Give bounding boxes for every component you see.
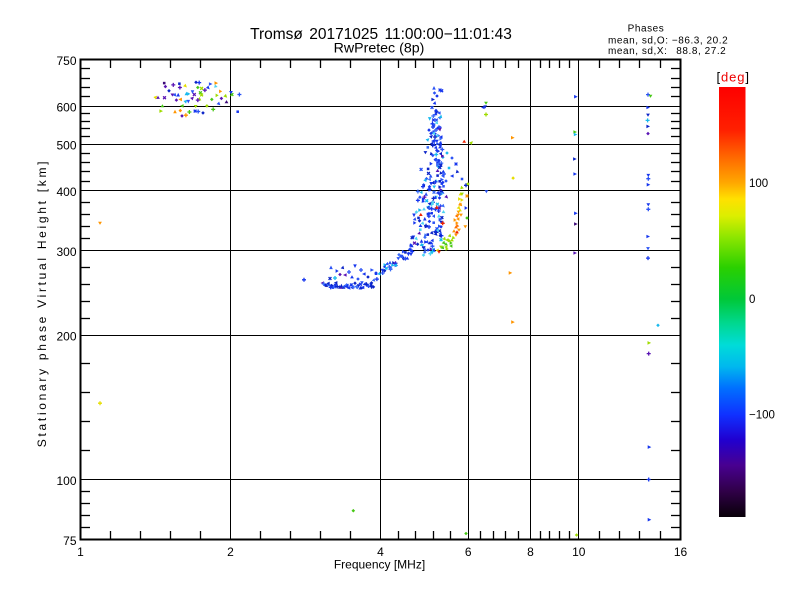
svg-text:400: 400 bbox=[56, 185, 76, 199]
svg-text:Tromsø 20171025 11:00:00−11:01: Tromsø 20171025 11:00:00−11:01:43 bbox=[250, 26, 512, 43]
svg-text:1: 1 bbox=[77, 545, 84, 559]
svg-text:0: 0 bbox=[749, 294, 755, 306]
svg-text:75: 75 bbox=[63, 534, 77, 548]
svg-text:100: 100 bbox=[56, 474, 76, 488]
svg-text:16: 16 bbox=[674, 545, 688, 559]
svg-text:200: 200 bbox=[56, 329, 76, 343]
svg-text:100: 100 bbox=[749, 178, 768, 190]
svg-text:10: 10 bbox=[572, 545, 586, 559]
svg-text:500: 500 bbox=[56, 138, 76, 152]
svg-text:8: 8 bbox=[527, 545, 534, 559]
svg-text:750: 750 bbox=[56, 54, 76, 68]
svg-text:6: 6 bbox=[465, 545, 472, 559]
svg-text:mean, sd,X: 88.8, 27.2: mean, sd,X: 88.8, 27.2 bbox=[608, 46, 726, 57]
svg-text:Frequency [MHz]: Frequency [MHz] bbox=[334, 557, 425, 571]
svg-text:Stationary phase Virtual Heigh: Stationary phase Virtual Height [km] bbox=[35, 159, 49, 447]
svg-text:mean, sd,O: −86.3, 20.2: mean, sd,O: −86.3, 20.2 bbox=[608, 35, 728, 46]
svg-text:[deg]: [deg] bbox=[717, 70, 750, 85]
svg-text:Phases: Phases bbox=[628, 24, 665, 35]
svg-text:2: 2 bbox=[227, 545, 234, 559]
svg-text:300: 300 bbox=[56, 245, 76, 259]
svg-text:600: 600 bbox=[56, 100, 76, 114]
svg-text:−100: −100 bbox=[749, 410, 775, 422]
svg-text:4: 4 bbox=[377, 545, 384, 559]
svg-text:RwPretec (8p): RwPretec (8p) bbox=[334, 40, 425, 56]
